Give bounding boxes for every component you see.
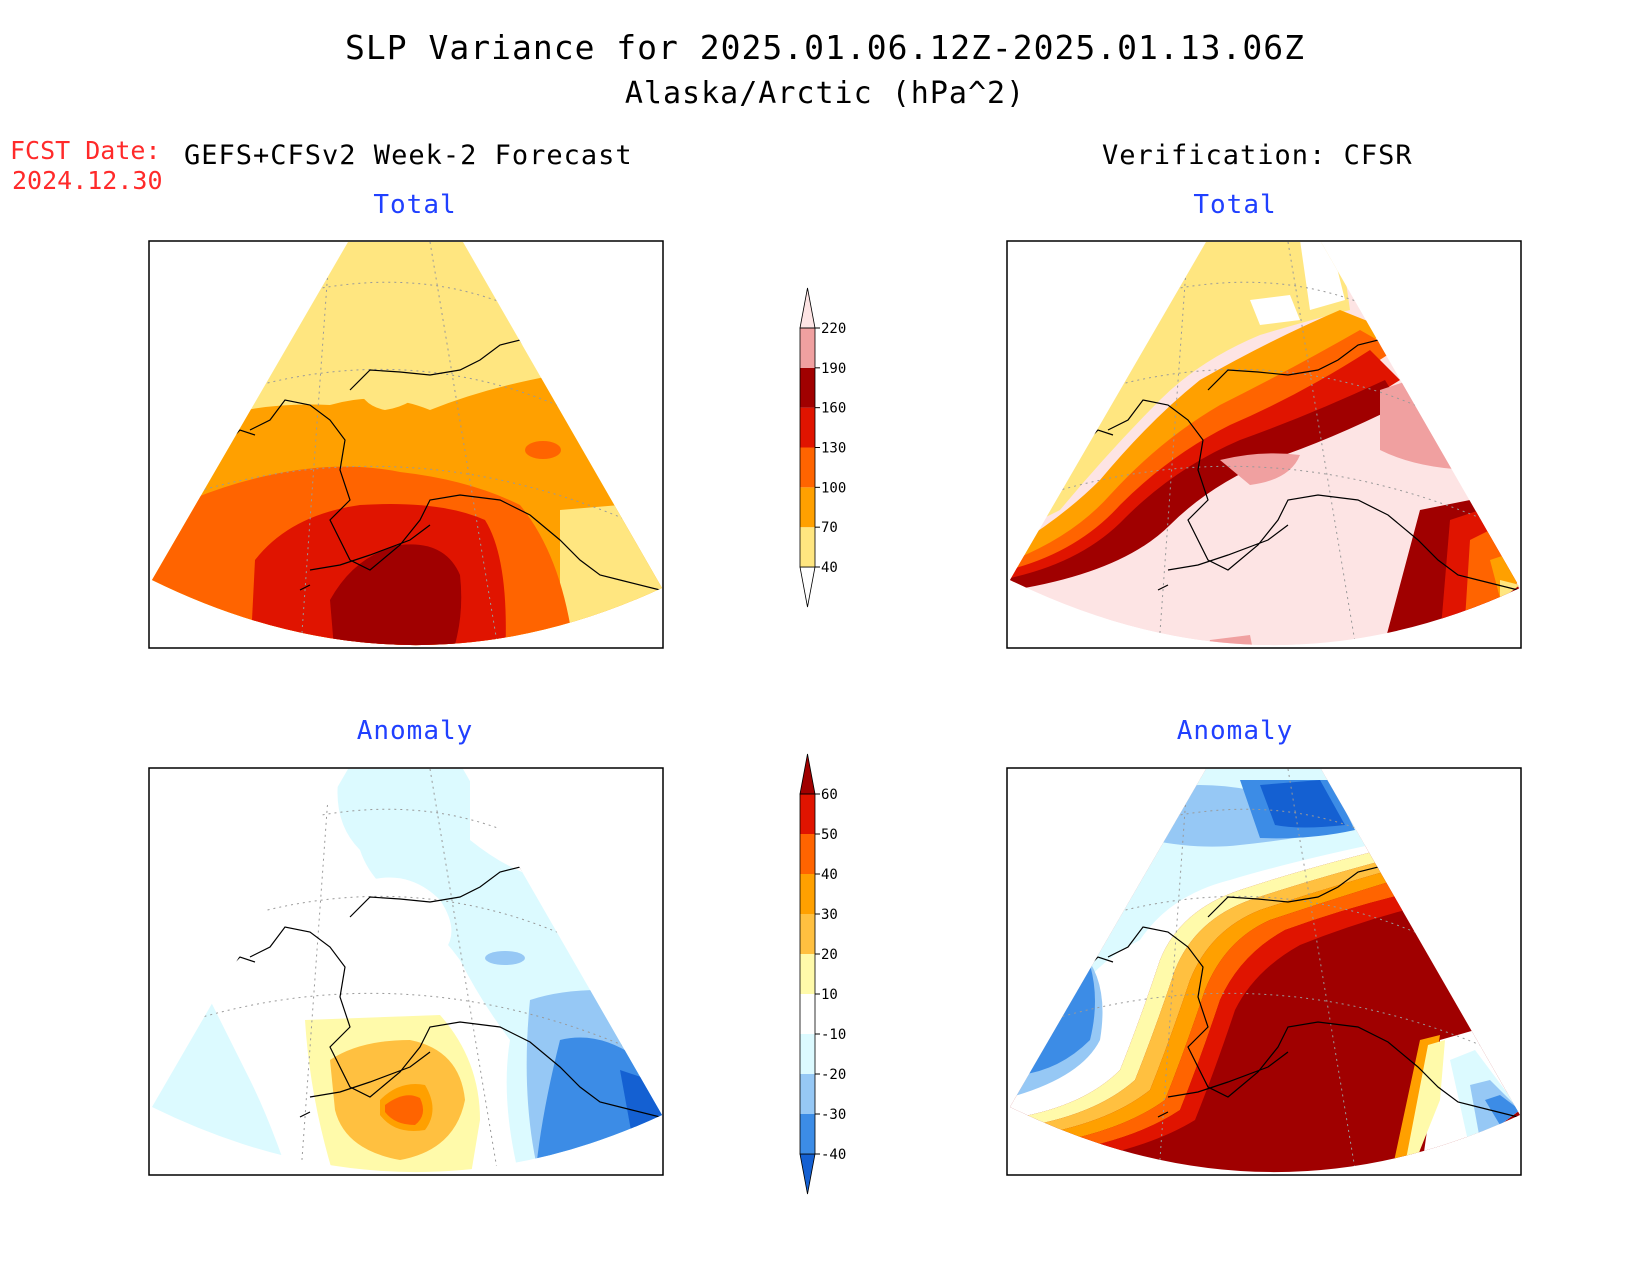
- colorbar-tick-label: 40: [821, 867, 838, 883]
- forecast-date-label: FCST Date:: [10, 136, 161, 165]
- colorbar-segment: [800, 834, 815, 874]
- page-subtitle: Alaska/Arctic (hPa^2): [624, 76, 1026, 111]
- colorbar-tick-label: 130: [821, 441, 846, 457]
- coastline: [1087, 339, 1519, 591]
- verification-column-header: Verification: CFSR: [1102, 140, 1413, 171]
- colorbar-segment: [800, 994, 815, 1034]
- shade-160-190: [330, 544, 462, 646]
- colorbar-segment: [800, 447, 815, 488]
- colorbar-upper-tip: [799, 287, 816, 329]
- colorbar-segment: [800, 914, 815, 954]
- colorbar-segment: [800, 794, 815, 834]
- anomaly-colorbar: -40 -30 -20 -10 10 20 30 40 50 60: [799, 753, 846, 1195]
- coastline: [229, 866, 661, 1118]
- colorbar-tick-label: 160: [821, 401, 846, 417]
- colorbar-segment: [800, 367, 815, 408]
- colorbar-segment: [800, 874, 815, 914]
- colorbar-tick-label: 20: [821, 947, 838, 963]
- shade-blob: [525, 441, 561, 459]
- verification-anomaly-map: [1006, 767, 1522, 1176]
- colorbar-tick-label: 10: [821, 987, 838, 1003]
- top-right-panel-title: Total: [1193, 190, 1277, 220]
- colorbar-tick-label: 40: [821, 560, 838, 576]
- colorbar-tick-label: 220: [821, 321, 846, 337]
- colorbar-tick-label: 190: [821, 361, 846, 377]
- colorbar-tick-label: 30: [821, 907, 838, 923]
- colorbar-segment: [800, 1114, 815, 1154]
- forecast-date-value: 2024.12.30: [12, 166, 163, 195]
- top-left-panel-title: Total: [373, 190, 457, 220]
- colorbar-upper-tip: [799, 753, 816, 795]
- colorbar-tick-label: 50: [821, 827, 838, 843]
- forecast-anomaly-map: [148, 767, 664, 1176]
- colorbar-segment: [800, 328, 815, 368]
- forecast-total-map: [148, 240, 664, 649]
- colorbar-tick-label: 60: [821, 787, 838, 803]
- colorbar-segment: [800, 487, 815, 528]
- colorbar-segment: [800, 527, 815, 567]
- colorbar-tick-label: -30: [821, 1107, 846, 1123]
- colorbar-tick-label: -20: [821, 1067, 846, 1083]
- coastline: [1087, 866, 1519, 1118]
- colorbar-segment: [800, 1074, 815, 1114]
- colorbar-tick-label: -10: [821, 1027, 846, 1043]
- colorbar-segment: [800, 407, 815, 448]
- colorbar-lower-tip: [799, 566, 816, 608]
- shade-160-190: [1010, 380, 1400, 592]
- shade-40-50: [1010, 880, 1400, 1160]
- colorbar-tick-label: 70: [821, 520, 838, 536]
- forecast-column-header: GEFS+CFSv2 Week-2 Forecast: [184, 140, 633, 171]
- bottom-right-panel-title: Anomaly: [1176, 716, 1294, 746]
- colorbar-tick-label: 100: [821, 480, 846, 496]
- shade-30-40: [1010, 870, 1395, 1150]
- coastline: [229, 339, 661, 591]
- colorbar-segment: [800, 954, 815, 994]
- total-colorbar: 40 70 100 130 160 190 220: [799, 287, 846, 608]
- shade-40-50: [385, 1095, 424, 1125]
- colorbar-tick-label: -40: [821, 1147, 846, 1163]
- page-title: SLP Variance for 2025.01.06.12Z-2025.01.…: [345, 28, 1305, 67]
- shade-white-patch: [1250, 295, 1300, 325]
- colorbar-lower-tip: [799, 1153, 816, 1195]
- bottom-left-panel-title: Anomaly: [356, 716, 474, 746]
- verification-total-map: [1006, 240, 1522, 649]
- colorbar-segment: [800, 1034, 815, 1074]
